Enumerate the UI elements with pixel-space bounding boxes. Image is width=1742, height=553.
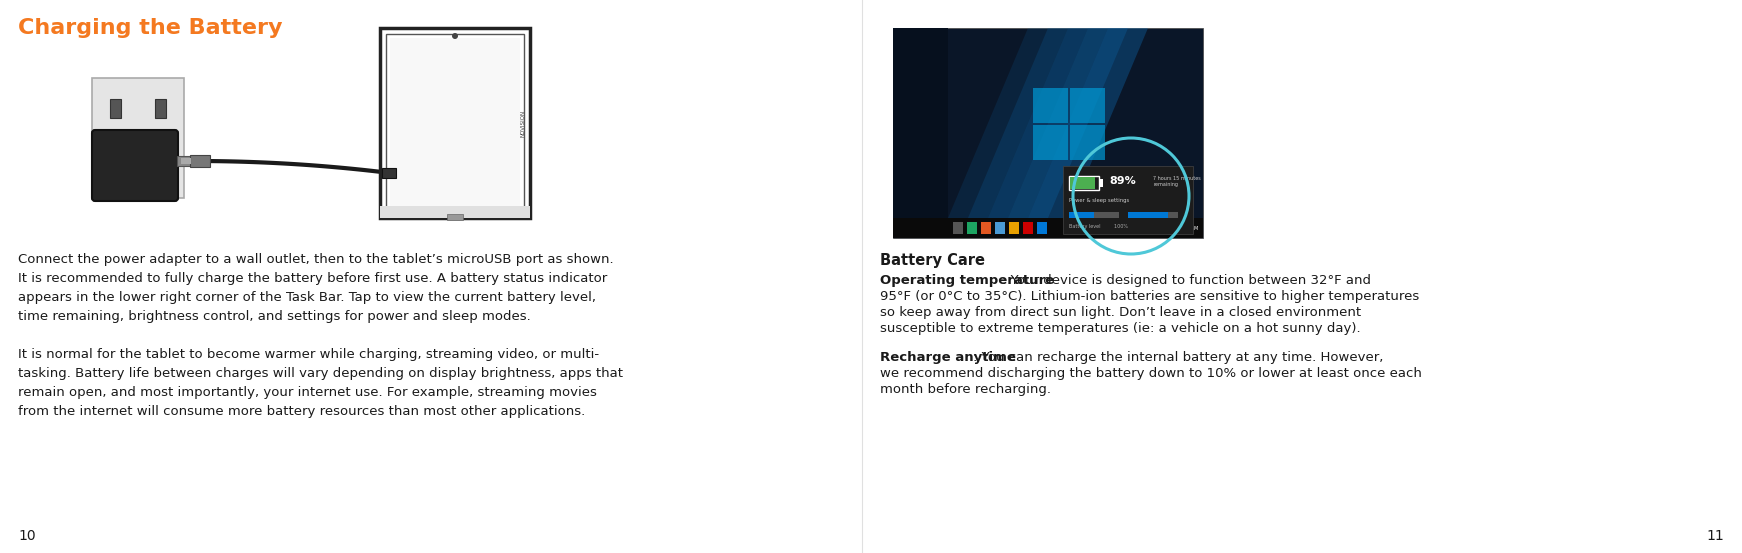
Bar (190, 155, 211, 167)
Text: Battery Care: Battery Care (880, 253, 984, 268)
Bar (1063, 166, 1193, 234)
Bar (1129, 212, 1167, 218)
Text: so keep away from direct sun light. Don’t leave in a closed environment: so keep away from direct sun light. Don’… (880, 306, 1361, 319)
Bar (894, 28, 948, 218)
Bar (1023, 222, 1033, 234)
Bar (110, 99, 120, 118)
Bar (995, 222, 1005, 234)
Bar (380, 28, 530, 218)
Text: 10: 10 (17, 529, 35, 543)
Bar (953, 222, 963, 234)
Bar (380, 206, 530, 218)
Text: we recommend discharging the battery down to 10% or lower at least once each: we recommend discharging the battery dow… (880, 367, 1421, 379)
Text: Battery level         100%: Battery level 100% (1070, 224, 1129, 229)
Polygon shape (969, 28, 1089, 218)
Text: Recharge anytime: Recharge anytime (880, 351, 1016, 364)
Bar (1033, 125, 1068, 160)
Text: 7 hours 15 minutes
remaining: 7 hours 15 minutes remaining (1153, 176, 1200, 187)
Polygon shape (988, 28, 1108, 218)
Text: susceptible to extreme temperatures (ie: a vehicle on a hot sunny day).: susceptible to extreme temperatures (ie:… (880, 322, 1361, 335)
Text: Operating temperature: Operating temperature (880, 274, 1054, 287)
Bar (894, 218, 1204, 238)
Polygon shape (1028, 28, 1148, 218)
Bar (381, 168, 395, 178)
Bar (1129, 212, 1178, 218)
Bar (181, 158, 192, 164)
Text: Power & sleep settings: Power & sleep settings (1070, 198, 1129, 203)
Bar (448, 214, 463, 220)
Bar (390, 38, 521, 208)
Bar (110, 139, 120, 158)
Text: 10:12 AM: 10:12 AM (1174, 226, 1198, 231)
Circle shape (451, 33, 458, 39)
Polygon shape (1009, 28, 1129, 218)
Bar (155, 99, 165, 118)
Bar (178, 156, 195, 166)
Bar (1009, 222, 1019, 234)
Bar (894, 28, 1204, 238)
Bar (1070, 176, 1099, 190)
Circle shape (125, 168, 134, 178)
Text: 89%: 89% (1110, 176, 1136, 186)
Polygon shape (948, 28, 1068, 218)
Bar (1036, 222, 1047, 234)
Text: : Your device is designed to function between 32°F and: : Your device is designed to function be… (1002, 274, 1371, 287)
Text: 11: 11 (1705, 529, 1725, 543)
Text: NOVISION: NOVISION (521, 109, 524, 137)
Bar (1070, 88, 1104, 123)
Text: Connect the power adapter to a wall outlet, then to the tablet’s microUSB port a: Connect the power adapter to a wall outl… (17, 253, 624, 418)
Bar (967, 222, 977, 234)
Bar (1070, 125, 1104, 160)
Text: : You can recharge the internal battery at any time. However,: : You can recharge the internal battery … (972, 351, 1383, 364)
Text: month before recharging.: month before recharging. (880, 383, 1050, 395)
Bar (1070, 212, 1118, 218)
Bar (981, 222, 991, 234)
Text: Charging the Battery: Charging the Battery (17, 18, 282, 38)
FancyBboxPatch shape (92, 130, 178, 201)
Bar (155, 139, 165, 158)
Bar (1033, 88, 1068, 123)
Bar (92, 78, 185, 198)
Bar (1070, 177, 1096, 189)
Bar (387, 34, 524, 212)
Bar (1070, 212, 1094, 218)
Circle shape (141, 168, 152, 178)
Bar (1099, 179, 1103, 187)
Text: 95°F (or 0°C to 35°C). Lithium-ion batteries are sensitive to higher temperature: 95°F (or 0°C to 35°C). Lithium-ion batte… (880, 290, 1420, 303)
